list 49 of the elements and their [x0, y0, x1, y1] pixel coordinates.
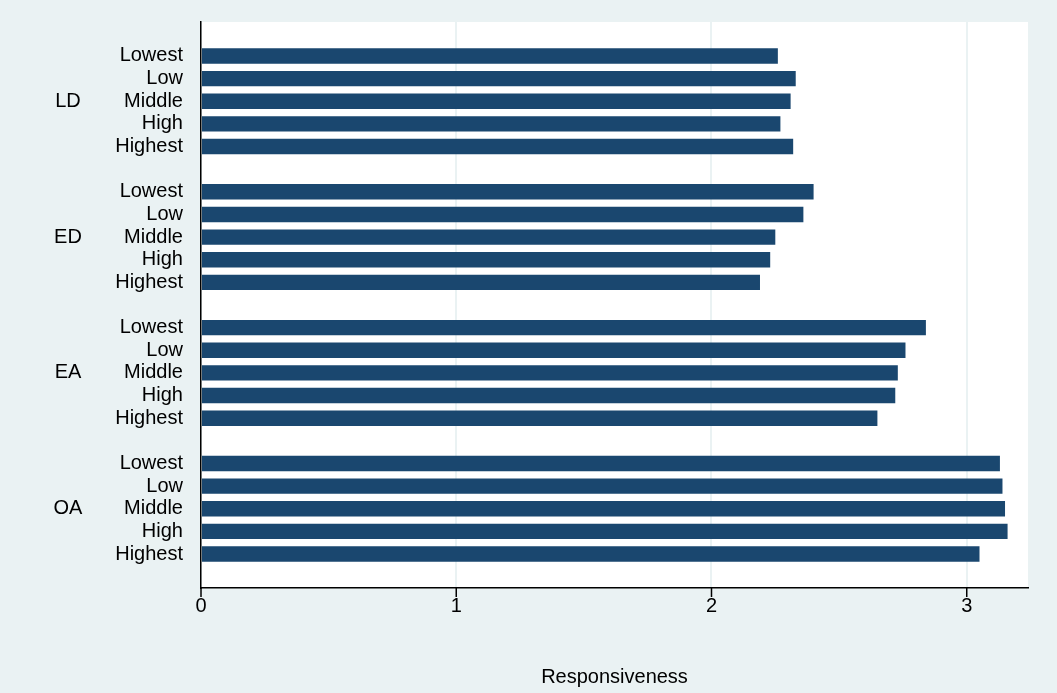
x-axis-title: Responsiveness	[541, 664, 688, 687]
bar	[202, 252, 771, 268]
bar	[202, 274, 760, 291]
y-tick-label: Highest	[115, 541, 184, 564]
bar	[202, 116, 781, 132]
text: EA	[54, 360, 82, 383]
y-tick-label: Low	[146, 473, 184, 496]
bar	[202, 48, 778, 64]
y-tick-label: Highest	[115, 134, 184, 157]
text: OA	[53, 496, 84, 519]
y-tick-label: Middle	[124, 224, 183, 247]
bar	[202, 184, 814, 200]
x-tick-label: 0	[195, 593, 207, 616]
bar	[202, 546, 980, 562]
text: ED	[54, 224, 82, 247]
bar	[202, 206, 804, 223]
bar	[202, 501, 1006, 517]
text: LD	[55, 88, 81, 111]
bar	[202, 319, 926, 336]
bar	[202, 365, 898, 381]
bar	[202, 229, 776, 245]
bar	[202, 342, 906, 358]
x-tick-label: 2	[705, 593, 718, 616]
y-tick-label: Lowest	[119, 451, 184, 473]
bar	[202, 93, 791, 109]
y-tick-label: Middle	[124, 496, 183, 519]
y-tick-label: Low	[146, 66, 184, 89]
bar	[202, 138, 794, 155]
y-tick-label: High	[141, 247, 183, 270]
y-tick-label: High	[141, 111, 183, 134]
y-tick-label: Highest	[115, 405, 184, 428]
y-tick-label: Middle	[124, 360, 183, 383]
y-tick-label: Lowest	[119, 179, 184, 202]
y-tick-label: High	[141, 383, 183, 406]
bar	[202, 70, 796, 87]
y-tick-label: High	[141, 518, 183, 541]
bar	[202, 410, 878, 426]
bar	[202, 523, 1008, 540]
x-tick-label: 3	[961, 593, 973, 616]
y-tick-label: Lowest	[119, 43, 184, 66]
bar	[202, 478, 1003, 494]
y-tick-label: Lowest	[119, 315, 184, 338]
y-tick-label: Low	[146, 201, 184, 224]
y-tick-label: Middle	[124, 88, 183, 111]
x-tick-label: 1	[450, 593, 462, 616]
y-tick-label: Highest	[115, 269, 184, 292]
bar	[202, 387, 896, 404]
bar	[202, 455, 1000, 472]
y-tick-label: Low	[146, 337, 184, 360]
